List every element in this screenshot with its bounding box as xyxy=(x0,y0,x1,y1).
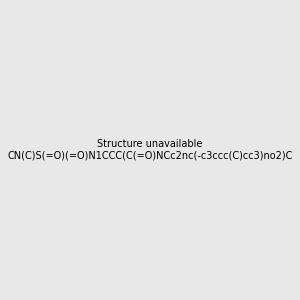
Text: Structure unavailable
CN(C)S(=O)(=O)N1CCC(C(=O)NCc2nc(-c3ccc(C)cc3)no2)C: Structure unavailable CN(C)S(=O)(=O)N1CC… xyxy=(7,139,293,161)
